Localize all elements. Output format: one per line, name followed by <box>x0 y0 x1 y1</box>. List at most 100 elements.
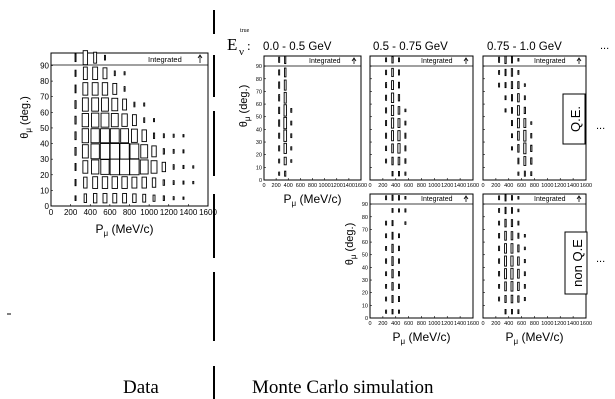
heatmap-cell <box>397 143 401 154</box>
heatmap-cell <box>131 114 137 127</box>
energy-bin-label: 0.5 - 0.75 GeV <box>373 41 448 53</box>
heatmap-cell <box>510 294 514 304</box>
heatmap-cell <box>404 120 407 126</box>
y-tick-label: 60 <box>362 240 368 246</box>
x-tick-label: 200 <box>378 321 387 327</box>
heatmap-cell <box>90 128 100 144</box>
heatmap-cell <box>182 196 185 200</box>
heatmap-cell <box>143 117 146 123</box>
chart-panel-2: Integrated 0 200 400 600 800 1000 1200 1400 1600 <box>368 55 479 189</box>
heatmap-cell <box>504 55 507 65</box>
heatmap-cell <box>278 56 281 63</box>
up-arrow-head-icon <box>197 54 203 59</box>
heatmap-cell <box>385 57 388 63</box>
heatmap-cell <box>391 256 394 266</box>
heatmap-cell <box>182 164 185 169</box>
heatmap-cell <box>517 157 520 165</box>
y-tick-label: 50 <box>362 253 368 259</box>
heatmap-cell <box>290 108 293 113</box>
heatmap-cell <box>404 208 407 213</box>
heatmap-cell <box>523 271 526 277</box>
x-tick-label: 200 <box>378 183 387 189</box>
heatmap-cell <box>283 91 287 104</box>
heatmap-cell <box>385 271 388 277</box>
heatmap-cell <box>142 193 147 203</box>
x-tick-label: 400 <box>391 321 400 327</box>
plot-frame <box>50 52 209 207</box>
heatmap-cell <box>290 146 293 151</box>
heatmap-cell <box>391 243 394 253</box>
heatmap-cell <box>398 296 400 302</box>
heatmap-cell <box>385 284 388 289</box>
heatmap-cell <box>517 171 520 176</box>
heatmap-cell <box>511 133 513 139</box>
integrated-label: Integrated <box>309 58 341 65</box>
heatmap-cell <box>385 296 388 302</box>
heatmap-cell <box>404 158 407 164</box>
heatmap-cell <box>516 105 520 116</box>
heatmap-cell <box>504 309 507 315</box>
heatmap-cell <box>523 259 526 264</box>
footer-data-label: Data <box>123 377 159 398</box>
heatmap-cell <box>498 70 501 75</box>
x-tick-label: 1200 <box>554 183 566 189</box>
heatmap-cell <box>131 176 138 189</box>
heatmap-cell <box>143 102 146 107</box>
heatmap-cell <box>404 196 407 200</box>
x-tick-label: 0 <box>49 208 54 217</box>
heatmap-cell <box>391 130 394 142</box>
heatmap-cell <box>385 195 388 201</box>
heatmap-cell <box>504 218 507 228</box>
heatmap-cell <box>101 82 109 96</box>
heatmap-cell <box>151 177 157 188</box>
heatmap-cell <box>504 68 507 77</box>
x-tick-label: 200 <box>491 321 500 327</box>
heatmap-cell <box>391 295 394 303</box>
heatmap-cell <box>523 296 526 302</box>
heatmap-cell <box>182 149 185 154</box>
x-tick-label: 1200 <box>441 183 453 189</box>
heatmap-cell <box>517 58 520 62</box>
x-tick-label: 400 <box>504 183 513 189</box>
heatmap-cell <box>517 208 520 213</box>
heatmap-cell <box>498 245 501 252</box>
x-tick-label: 1400 <box>454 321 466 327</box>
heatmap-cell <box>391 231 394 240</box>
heatmap-cell <box>510 267 514 280</box>
x-tick-label: 0 <box>481 321 484 327</box>
heatmap-cell <box>397 156 401 166</box>
x-tick-label: 1200 <box>554 321 566 327</box>
y-tick-label: 90 <box>40 61 49 70</box>
heatmap-cell <box>404 221 407 225</box>
heatmap-cell <box>510 255 514 267</box>
heatmap-cell <box>113 70 116 77</box>
x-tick-label: 1600 <box>199 208 217 217</box>
heatmap-cell <box>278 145 281 152</box>
heatmap-cell <box>504 194 507 202</box>
heatmap-cell <box>133 101 136 108</box>
heatmap-cell <box>90 143 100 160</box>
energy-bin-label: 0.75 - 1.0 GeV <box>487 41 562 53</box>
heatmap-cell <box>504 243 507 254</box>
heatmap-cell <box>385 246 388 251</box>
heatmap-cell <box>398 258 400 264</box>
x-tick-label: 400 <box>504 321 513 327</box>
heatmap-cell <box>278 132 281 139</box>
heatmap-cell <box>92 193 98 204</box>
heatmap-cell <box>278 119 281 127</box>
y-axis-label: θμ (deg.) <box>344 223 358 266</box>
heatmap-cell <box>182 180 185 185</box>
heatmap-cell <box>122 98 128 111</box>
ellipsis-top: ... <box>600 40 609 52</box>
heatmap-cell <box>498 220 501 226</box>
heatmap-cell <box>498 296 501 302</box>
x-tick-label: 600 <box>404 321 413 327</box>
heatmap-cell <box>112 82 118 95</box>
heatmap-cell <box>278 171 281 176</box>
heatmap-cell <box>278 69 281 76</box>
heatmap-cell <box>153 118 155 123</box>
heatmap-cell <box>129 158 140 176</box>
heatmap-cell <box>390 117 395 129</box>
footer-mc-label: Monte Carlo simulation <box>252 377 434 398</box>
